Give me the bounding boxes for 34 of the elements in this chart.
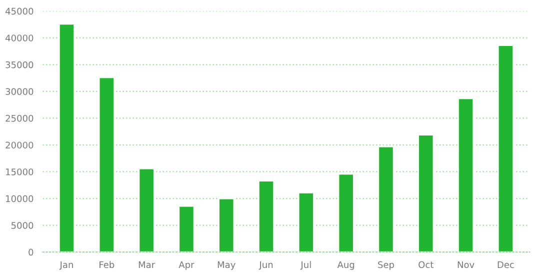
y-tick-label: 35000 [6, 61, 34, 68]
bar [98, 76, 115, 252]
x-tick-label: Feb [100, 261, 114, 268]
y-tick-label: 0 [28, 248, 34, 256]
x-tick-label: Dec [498, 261, 514, 268]
bar [218, 198, 235, 252]
x-tick-label: Aug [337, 261, 354, 270]
y-tick-label: 30000 [6, 88, 34, 95]
y-tick-label: 40000 [5, 34, 34, 42]
x-tick-label: Jun [258, 261, 273, 270]
bar [458, 98, 474, 252]
x-tick-label: Apr [178, 261, 194, 270]
x-tick-label: Jul [300, 261, 311, 270]
y-tick-label: 15000 [6, 168, 34, 176]
y-tick-label: 10000 [6, 195, 34, 202]
bar [138, 168, 155, 252]
y-tick-label: 20000 [6, 142, 34, 149]
bar [338, 173, 354, 252]
x-tick-label: Mar [138, 261, 156, 268]
bar [298, 192, 314, 252]
y-tick-label: 5000 [11, 222, 34, 229]
y-tick-label: 25000 [6, 114, 34, 122]
x-tick-label: May [218, 261, 236, 270]
bar [58, 23, 76, 252]
bar [178, 205, 195, 252]
x-tick-label: Oct [418, 261, 434, 268]
x-tick-label: Jan [59, 261, 73, 270]
x-tick-label: Nov [458, 261, 474, 268]
bar [378, 146, 394, 252]
bar [258, 180, 275, 252]
bar [497, 44, 514, 252]
bar [418, 134, 434, 252]
y-tick-label: 45000 [5, 8, 34, 15]
x-tick-label: Sep [378, 261, 394, 270]
